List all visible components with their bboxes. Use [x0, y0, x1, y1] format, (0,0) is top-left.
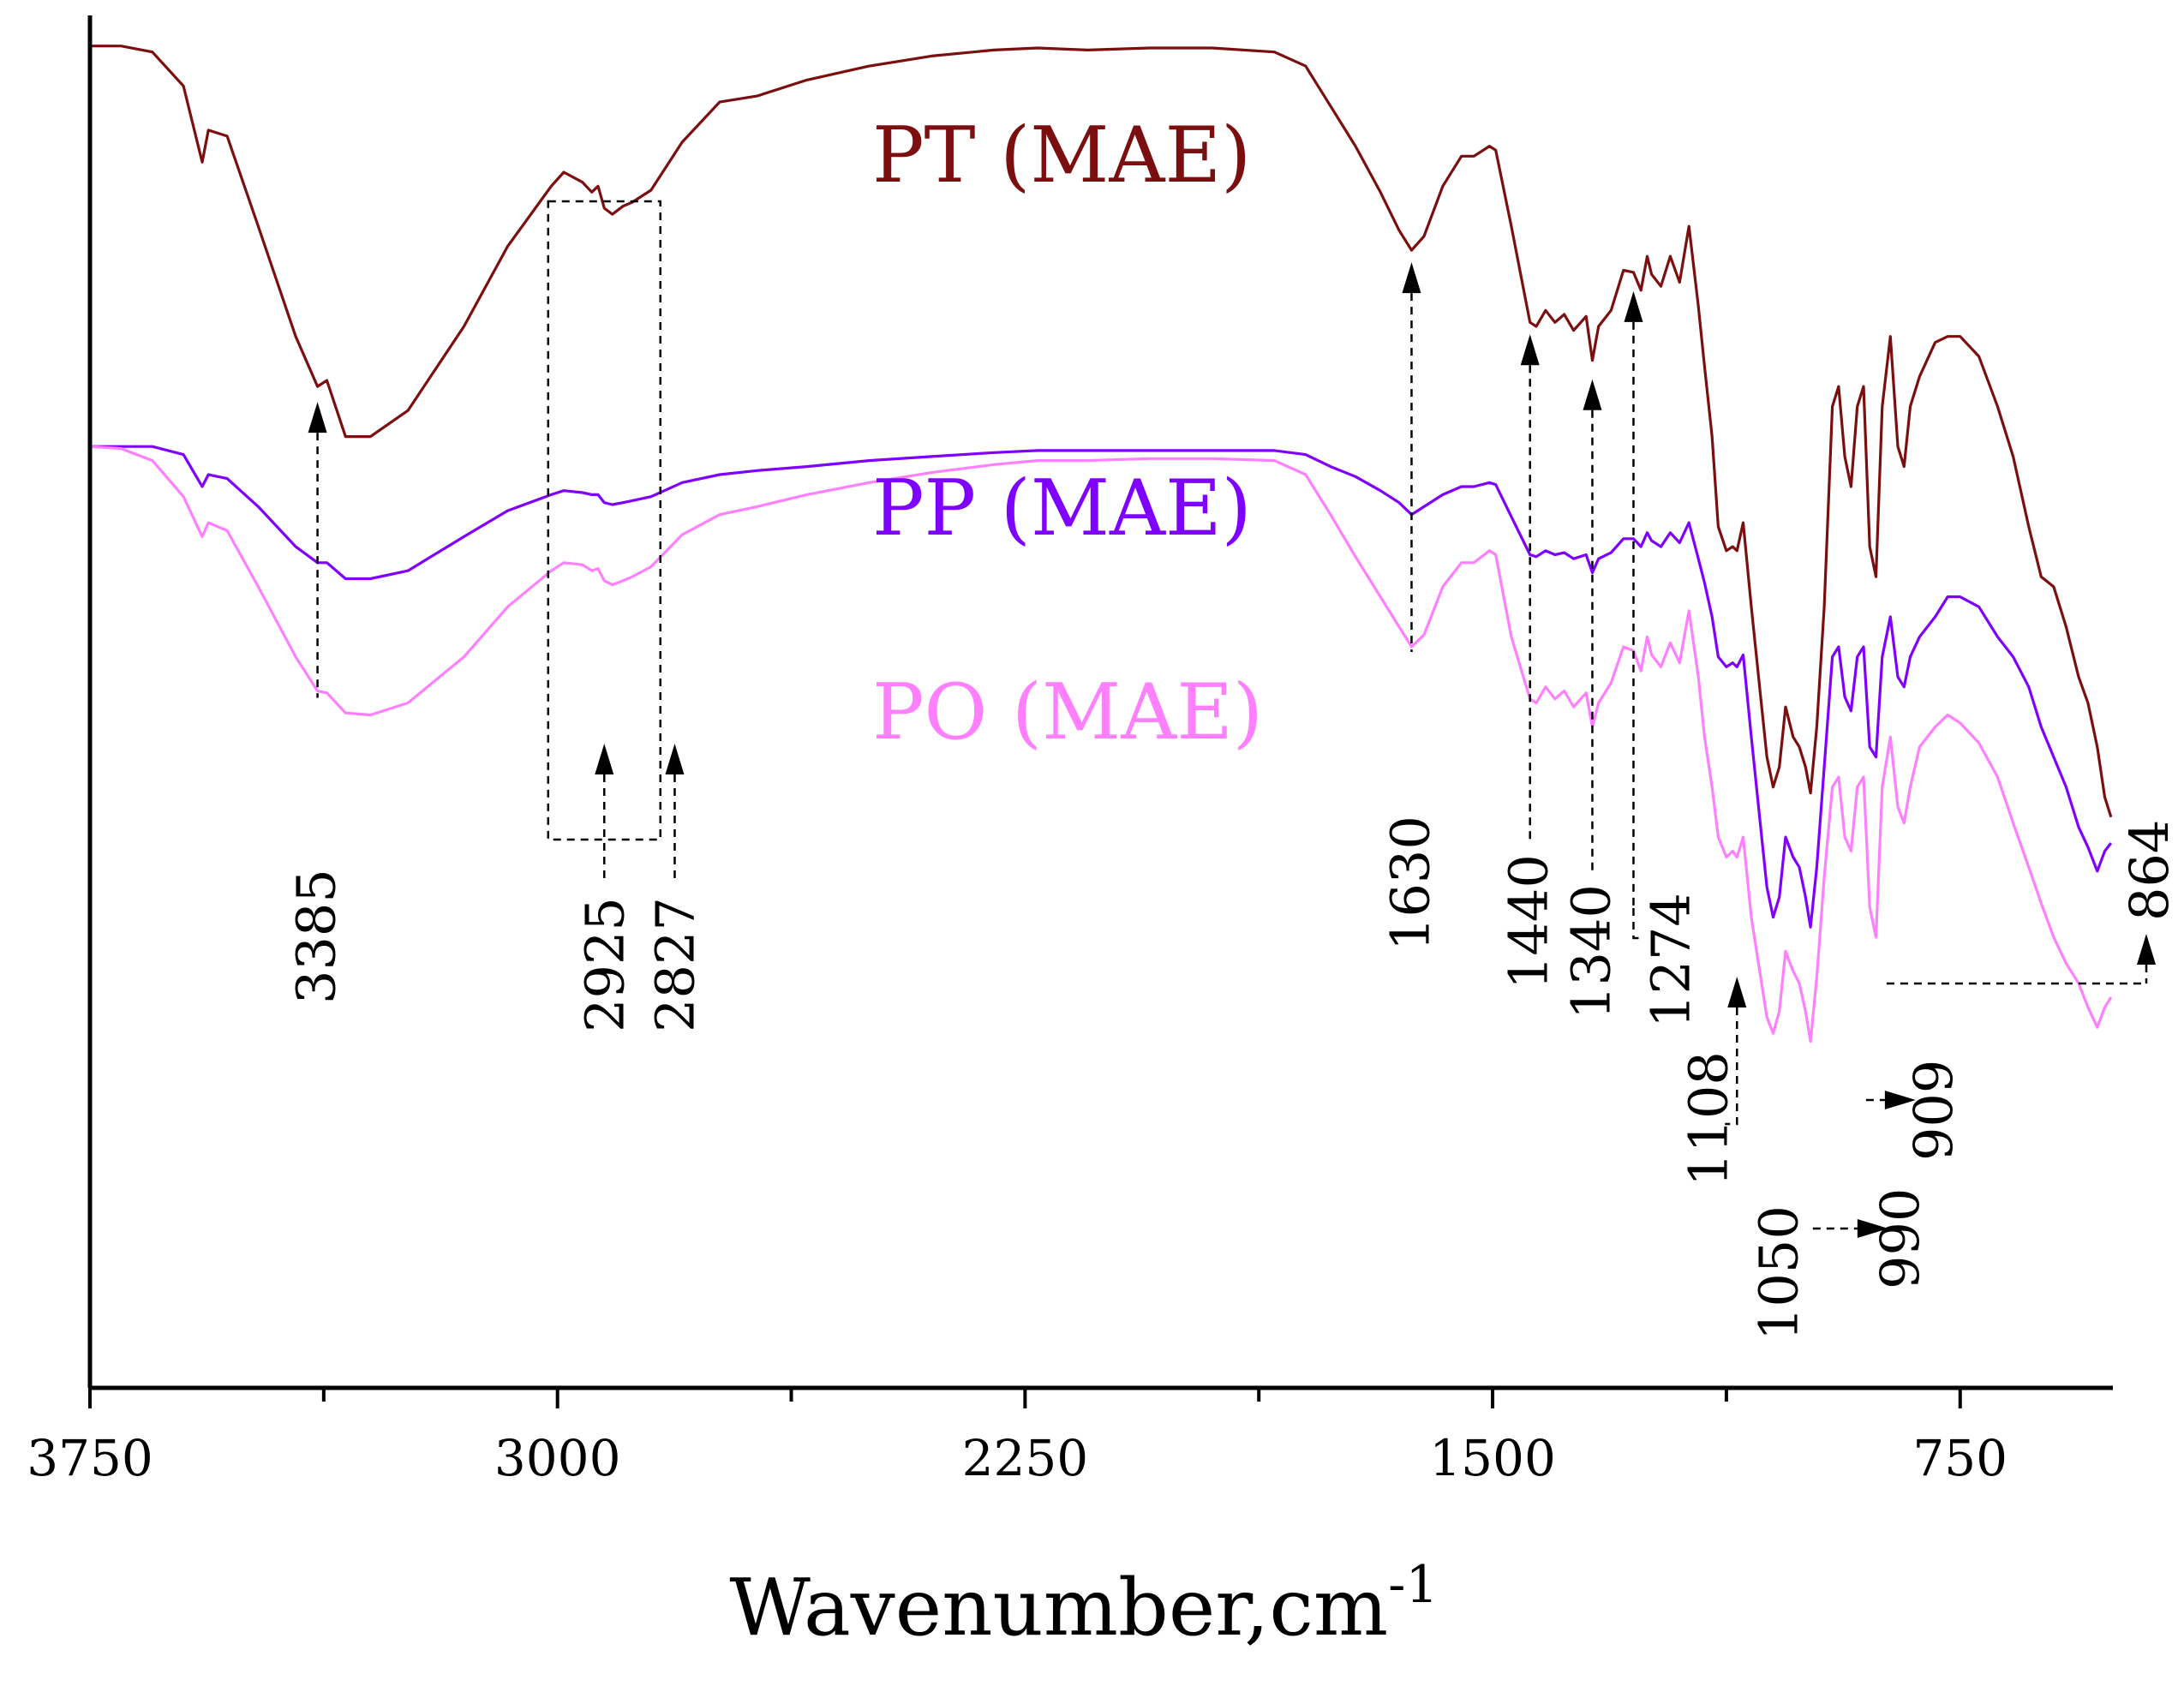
peak-arrow-1630 [1402, 262, 1421, 294]
series-label-pt: PT (MAE) [872, 111, 1251, 200]
spectra-group [89, 45, 2113, 1043]
peak-arrow-864 [2137, 934, 2156, 965]
peak-arrow-909 [1884, 1091, 1916, 1109]
peak-arrow-2925 [595, 744, 614, 774]
x-tick-label: 3000 [494, 1429, 621, 1487]
peak-label-1630: 1630 [1379, 816, 1441, 951]
peak-guide-1108 [1725, 1007, 1738, 1126]
peak-label-1340: 1340 [1559, 884, 1622, 1019]
series-line-po [89, 445, 2113, 1043]
peak-label-864: 864 [2118, 820, 2181, 921]
x-tick-label: 3750 [27, 1429, 153, 1487]
peak-arrow-1440 [1520, 334, 1540, 366]
x-tick-label: 2250 [962, 1429, 1089, 1487]
x-tick-label: 1500 [1429, 1429, 1556, 1487]
peak-arrow-990 [1857, 1219, 1888, 1238]
peak-label-1050: 1050 [1747, 1205, 1810, 1341]
labels-group: PT (MAE) PP (MAE) PO (MAE) Wavenumber,cm… [729, 111, 1438, 1653]
series-line-pt [90, 45, 2113, 818]
peak-label-990: 990 [1869, 1188, 1931, 1289]
peak-arrow-1340 [1583, 379, 1602, 410]
highlight-box [547, 200, 661, 841]
peak-arrow-1274 [1624, 290, 1643, 322]
peak-label-1108: 1108 [1677, 1051, 1739, 1187]
peak-label-909: 909 [1902, 1060, 1965, 1161]
peak-label-3385: 3385 [285, 869, 348, 1004]
peak-label-1274: 1274 [1639, 893, 1702, 1028]
peak-hook-1274 [1632, 908, 1644, 940]
series-label-pp: PP (MAE) [872, 463, 1252, 553]
series-line-pp [90, 445, 2113, 929]
peak-arrow-3385 [308, 402, 327, 433]
x-axis-title: Wavenumber,cm-1 [729, 1555, 1438, 1653]
peak-arrow-1108 [1727, 977, 1747, 1007]
peak-arrow-2827 [665, 744, 685, 774]
x-tick-label: 750 [1912, 1429, 2007, 1487]
peak-label-2925: 2925 [573, 897, 636, 1032]
peak-label-1440: 1440 [1498, 854, 1560, 989]
series-label-po: PO (MAE) [872, 667, 1263, 757]
peak-label-2827: 2827 [643, 897, 706, 1032]
axes-group: 3750 3000 2250 1500 750 [27, 15, 2113, 1487]
